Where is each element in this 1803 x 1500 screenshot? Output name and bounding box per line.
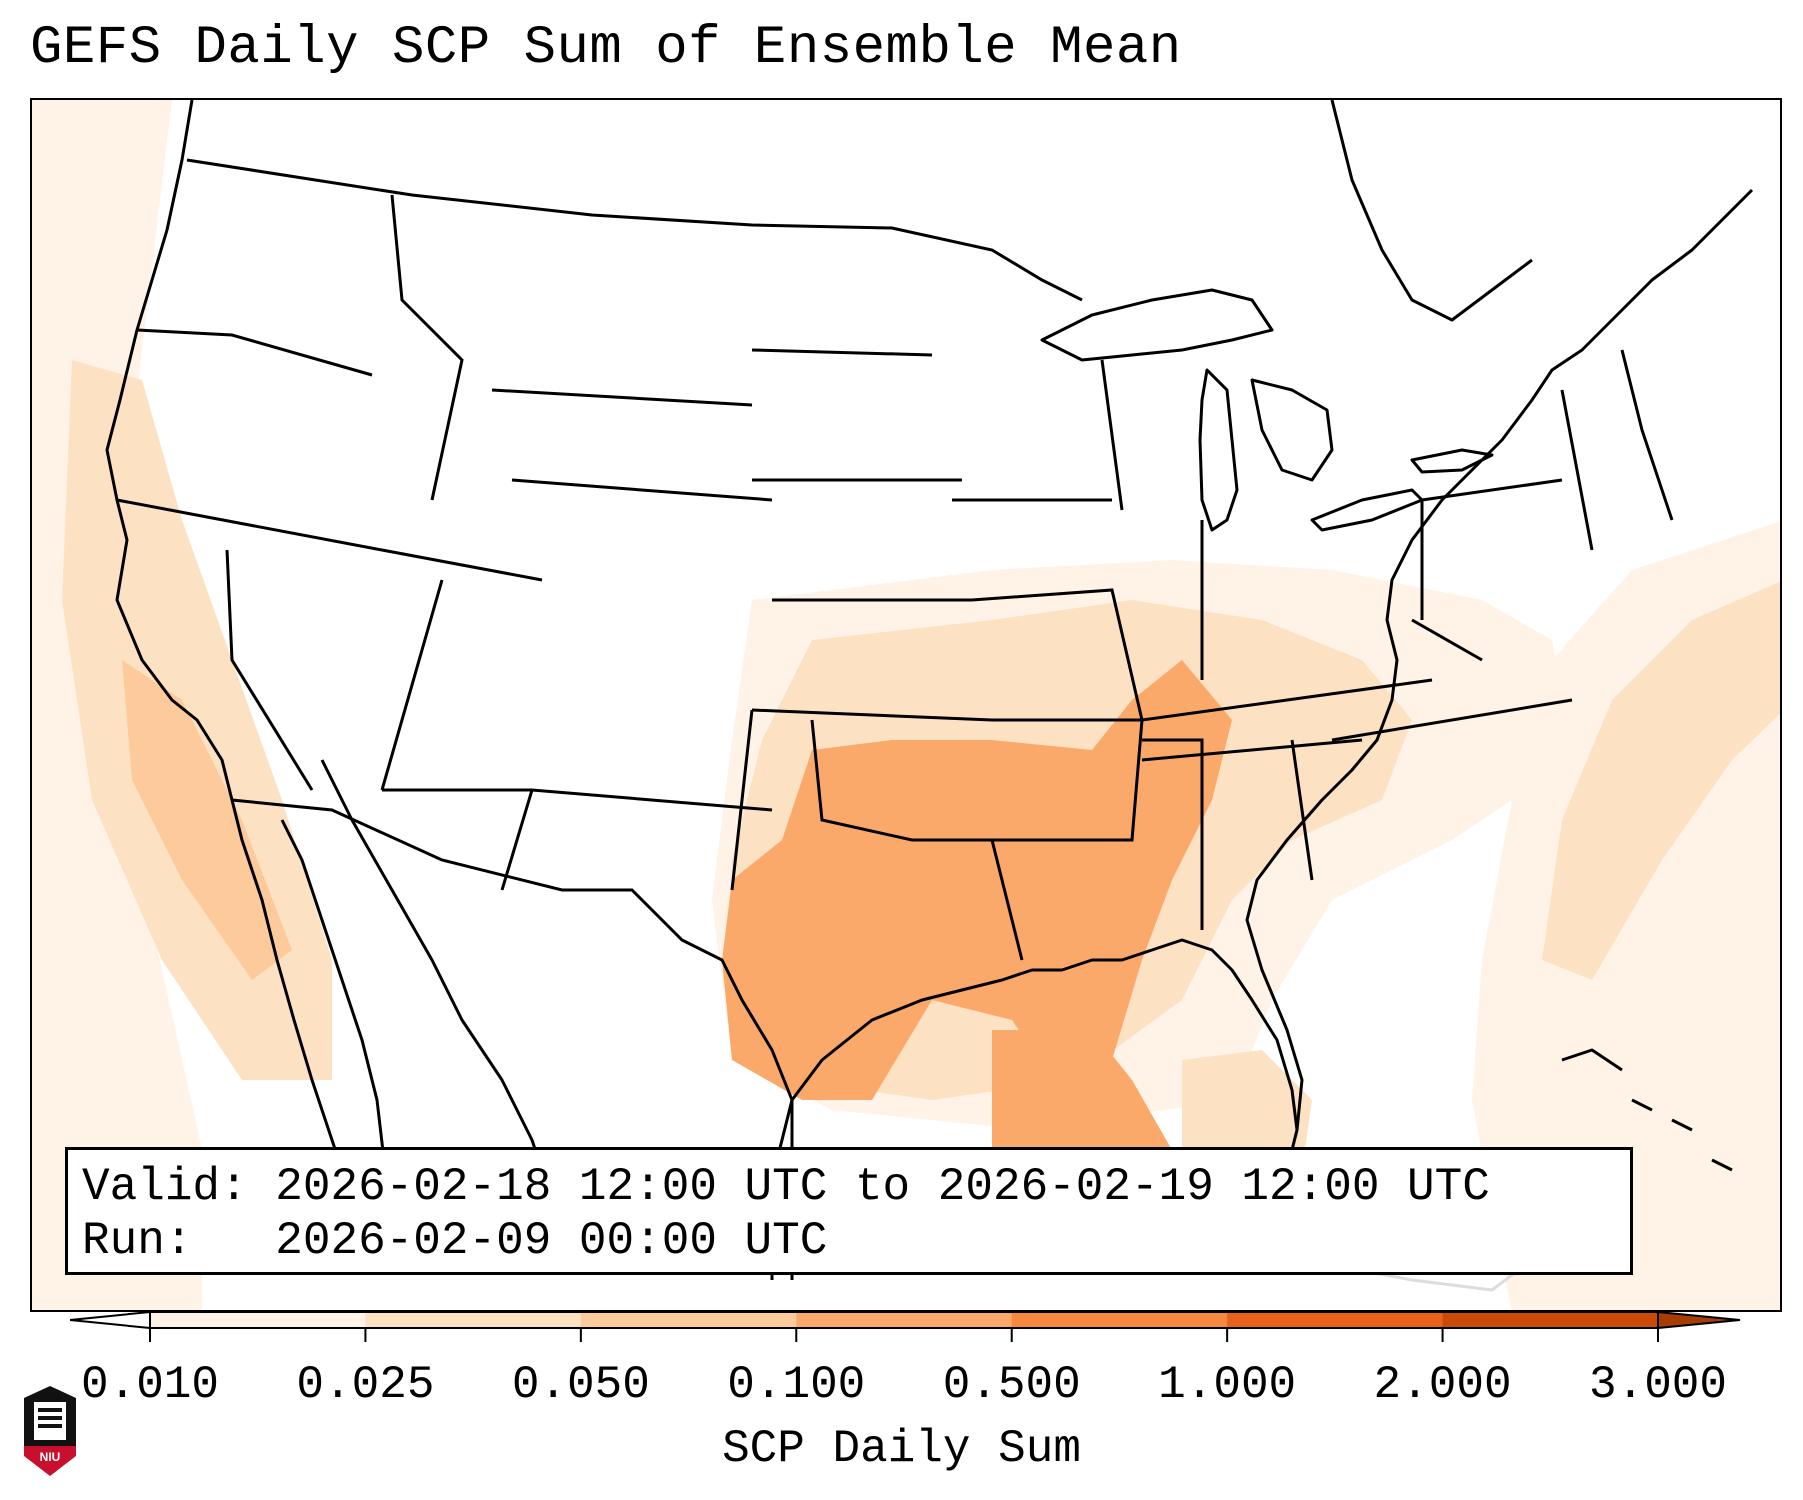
colorbar (70, 1310, 1741, 1342)
colorbar-tick-label: 1.000 (1158, 1359, 1297, 1411)
map-svg (32, 100, 1780, 1310)
scp-shading-pacific-core (122, 660, 292, 980)
colorbar-segments (149, 1311, 1659, 1329)
logo-text: NIU (40, 1450, 61, 1464)
border-tn-south (1141, 738, 1363, 762)
lake-michigan (1198, 368, 1239, 532)
border-tn-ky (1141, 678, 1433, 722)
border-id-east (390, 194, 464, 501)
canada-coast (1330, 100, 1533, 322)
colorbar-segment (365, 1312, 582, 1328)
state-borders (116, 194, 1674, 961)
border-or-ca-nv (116, 498, 543, 582)
niu-logo: NIU (24, 1386, 76, 1476)
lake-ontario (1410, 448, 1494, 474)
us-west-coast (105, 100, 354, 1201)
lake-superior (1040, 288, 1274, 362)
baja-east-coast (280, 819, 386, 1161)
colorbar-tick-label: 3.000 (1588, 1359, 1728, 1411)
colorbar-tick-label: 0.010 (80, 1359, 220, 1411)
valid-value: 2026-02-18 12:00 UTC to 2026-02-19 12:00… (275, 1161, 1490, 1213)
border-az-nm (500, 789, 534, 891)
valid-label: Valid: (82, 1161, 248, 1213)
colorbar-under-arrow (70, 1310, 151, 1330)
border-mo (971, 588, 1144, 721)
border-nv-ut (380, 579, 444, 791)
border-ok-tx (810, 719, 992, 842)
border-ms-al (1142, 738, 1204, 930)
border-co-wy (511, 478, 773, 502)
border-ny-ne (1560, 389, 1594, 551)
border-ca-nv (225, 549, 314, 791)
colorbar-segment (1011, 1312, 1228, 1328)
border-wv (1411, 618, 1483, 662)
border-wa-or (136, 328, 373, 377)
border-ks-ok (751, 708, 993, 722)
colorbar-tick-label: 0.100 (727, 1359, 866, 1411)
caribbean-islands (1561, 1048, 1733, 1172)
chart-title: GEFS Daily SCP Sum of Ensemble Mean (30, 18, 1182, 79)
border-va-nc (1331, 698, 1573, 742)
scp-shading-core (722, 660, 1232, 1100)
border-tx-la (990, 839, 1024, 961)
run-label: Run: (82, 1215, 193, 1267)
border-pa-ny (1421, 478, 1563, 502)
colorbar-tick-label: 0.500 (942, 1359, 1081, 1411)
valid-run-box: Valid: 2026-02-18 12:00 UTC to 2026-02-1… (65, 1147, 1633, 1275)
border-nd-sd (751, 348, 933, 357)
scp-shading-east-band (1542, 581, 1780, 980)
border-mt-wy (491, 388, 753, 407)
border-ne-states (1620, 349, 1674, 521)
colorbar-segment (796, 1312, 1013, 1328)
run-value: 2026-02-09 00:00 UTC (275, 1215, 828, 1267)
mexico-border (231, 798, 794, 1280)
lake-huron (1250, 378, 1334, 482)
map-panel (30, 98, 1782, 1312)
canada-border (186, 158, 1083, 302)
country-borders (186, 158, 1083, 1280)
colorbar-tick-label: 0.050 (511, 1359, 650, 1411)
gulf-coast (770, 938, 1299, 1280)
colorbar-tick-label: 2.000 (1373, 1359, 1512, 1411)
atlantic-coast (1245, 188, 1754, 1131)
colorbar-over-arrow (1657, 1310, 1741, 1330)
border-nm-tx (730, 709, 754, 891)
colorbar-label: SCP Daily Sum (722, 1423, 1081, 1475)
colorbar-segment (1227, 1312, 1444, 1328)
border-wi-mn (1100, 359, 1124, 511)
colorbar-segment (580, 1312, 797, 1328)
colorbar-segment (150, 1312, 366, 1328)
border-ar (992, 718, 1144, 842)
colorbar-tick-label: 0.025 (296, 1359, 435, 1411)
border-ga (1290, 739, 1314, 881)
border-ut-az (382, 788, 773, 812)
colorbar-ticks (149, 1328, 1659, 1342)
lake-erie (1310, 488, 1424, 532)
colorbar-segment (1442, 1312, 1659, 1328)
